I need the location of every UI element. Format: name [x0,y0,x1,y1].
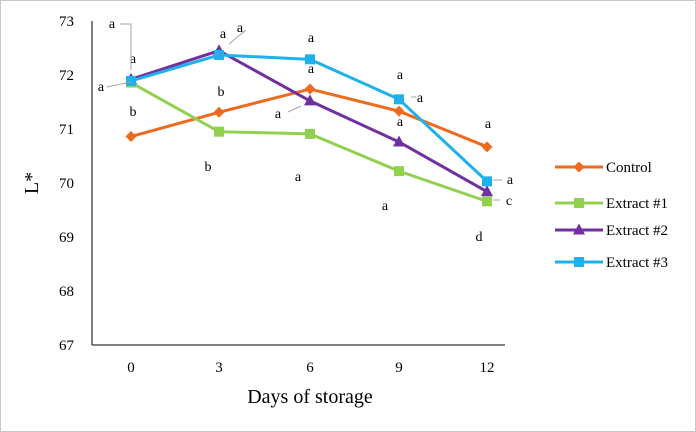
y-tick-label: 70 [59,176,74,192]
legend-item: Extract #3 [555,255,668,271]
y-tick-label: 71 [59,122,74,138]
legend-label: Extract #2 [606,223,668,239]
data-point [213,106,225,118]
legend-item: Extract #1 [555,196,668,212]
legend-label: Control [606,160,652,176]
y-tick-label: 68 [59,284,74,300]
data-point [304,83,316,95]
data-point [482,196,492,207]
series-4 [126,50,492,187]
significance-letter: a [308,31,315,46]
y-tick-label: 73 [59,14,74,30]
significance-letter: d [476,230,483,245]
series-1 [125,83,493,153]
significance-letter: a [382,199,389,214]
data-point [304,94,316,106]
data-point [394,166,404,177]
legend-label: Extract #3 [606,255,668,271]
data-point [481,185,493,197]
significance-letter: a [275,107,282,122]
legend-label: Extract #1 [606,196,668,212]
x-tick-label: 12 [480,360,495,376]
data-point [305,54,315,65]
data-point [126,75,136,86]
significance-letter: a [220,27,227,42]
significance-letter: a [295,170,302,185]
significance-letter: a [485,117,492,132]
y-tick-label: 72 [59,68,74,84]
data-point [393,105,405,117]
data-point [394,94,404,105]
x-tick-label: 6 [306,360,314,376]
data-point [214,50,224,61]
data-point [214,126,224,137]
legend-swatch-marker [574,257,584,267]
annotation-leader [106,81,132,88]
significance-letter: a [237,21,244,36]
significance-letter: a [98,80,105,95]
significance-letter: a [308,62,315,77]
data-point [482,176,492,187]
annotation-leader [120,23,132,70]
significance-letter: a [417,91,424,106]
legend-item: Control [555,160,652,176]
significance-letter: a [130,52,137,67]
data-point [305,128,315,139]
x-tick-label: 0 [127,360,135,376]
y-axis-title: L* [21,172,43,194]
series-layer [125,44,493,207]
y-tick-label: 67 [59,338,75,354]
legend-swatch-marker [573,223,585,235]
legend: Control Extract #1 Extract #2 Extract #3 [555,160,668,271]
annotation-leader [287,105,302,113]
significance-letter: a [397,68,404,83]
data-point [125,131,137,143]
significance-letter: a [109,17,116,32]
x-tick-label: 3 [215,360,223,376]
data-point [481,141,493,153]
legend-swatch-marker [573,161,585,173]
annotation-leader [228,29,247,45]
y-ticks: 67 68 69 70 71 72 73 [59,14,75,354]
x-ticks: 0 3 6 9 12 [127,360,494,376]
significance-letter: a [507,173,514,188]
axes [91,21,505,346]
legend-item: Extract #2 [555,223,668,239]
significance-letter: a [397,115,404,130]
significance-letter: b [218,85,225,100]
data-point [393,135,405,147]
significance-letter: c [506,194,512,209]
x-tick-label: 9 [395,360,403,376]
legend-swatch-marker [574,198,584,208]
x-axis-title: Days of storage [247,386,373,408]
significance-letter: b [130,105,137,120]
significance-letter: b [205,160,212,175]
y-tick-label: 69 [59,230,74,246]
